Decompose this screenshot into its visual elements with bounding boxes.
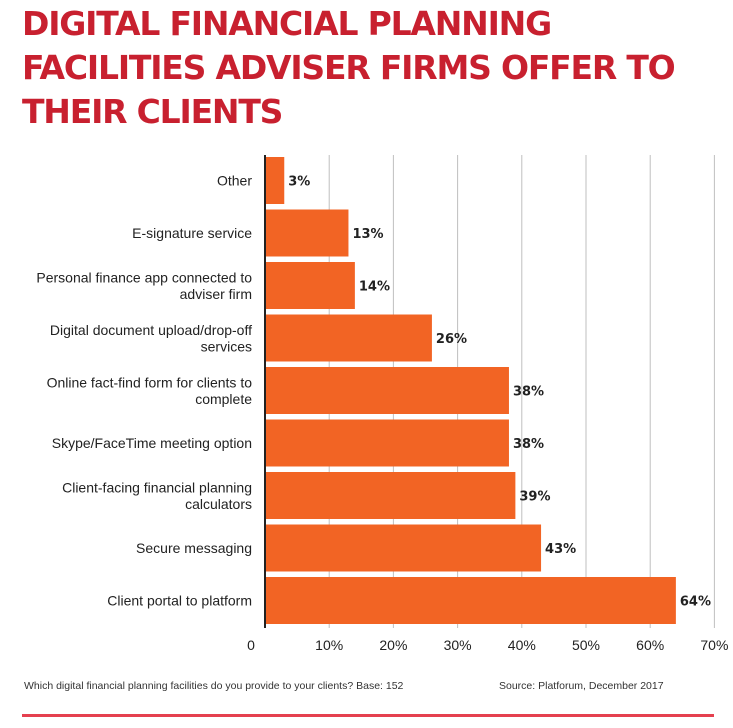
category-label: services <box>201 338 252 354</box>
value-label: 39% <box>519 490 550 505</box>
x-tick-label: 40% <box>508 637 536 653</box>
category-label: Personal finance app connected to <box>36 269 252 285</box>
category-label: Skype/FaceTime meeting option <box>52 435 252 451</box>
bar <box>266 209 349 257</box>
bar <box>266 524 542 572</box>
category-label: Other <box>217 173 252 189</box>
category-label: Secure messaging <box>136 540 252 556</box>
bar <box>266 314 432 362</box>
x-tick-label: 20% <box>379 637 407 653</box>
category-label: E-signature service <box>132 225 252 241</box>
bar <box>266 367 509 414</box>
category-label: complete <box>195 391 252 407</box>
x-tick-label: 50% <box>572 637 600 653</box>
x-tick-labels: 0 10% 20% 30% 40% 50% 60% 70% <box>247 637 728 653</box>
x-tick-label: 30% <box>444 637 472 653</box>
value-label: 3% <box>288 175 310 190</box>
value-label: 38% <box>513 385 544 400</box>
category-label: Online fact-find form for clients to <box>47 374 253 390</box>
bar <box>266 577 676 624</box>
category-label: calculators <box>185 496 252 512</box>
chart-title: DIGITAL FINANCIAL PLANNING FACILITIES AD… <box>22 4 676 131</box>
question-footnote: Which digital financial planning facilit… <box>24 680 404 692</box>
value-label: 13% <box>352 227 383 242</box>
x-tick-label: 60% <box>636 637 664 653</box>
category-label: adviser firm <box>180 286 252 302</box>
x-tick-label: 0 <box>247 637 255 653</box>
value-label: 14% <box>359 280 390 295</box>
bar <box>266 472 516 519</box>
x-tick-label: 10% <box>315 637 343 653</box>
bar-chart: Other E-signature service Personal finance… <box>36 155 728 653</box>
x-tick-label: 70% <box>700 637 728 653</box>
category-label: Client portal to platform <box>107 593 252 609</box>
bottom-rule <box>22 714 714 717</box>
bar <box>266 419 509 467</box>
value-label: 26% <box>436 332 467 347</box>
bar <box>266 157 285 204</box>
value-label: 64% <box>680 595 711 610</box>
value-label: 43% <box>545 542 576 557</box>
bars <box>266 157 676 624</box>
value-labels: 3% 13% 14% 26% 38% 38% 39% 43% 64% <box>288 175 711 610</box>
value-label: 38% <box>513 437 544 452</box>
category-labels: Other E-signature service Personal finance… <box>36 173 252 609</box>
category-label: Client-facing financial planning <box>62 479 252 495</box>
bar <box>266 262 355 309</box>
source-footnote: Source: Platforum, December 2017 <box>499 680 664 692</box>
category-label: Digital document upload/drop-off <box>50 322 252 338</box>
